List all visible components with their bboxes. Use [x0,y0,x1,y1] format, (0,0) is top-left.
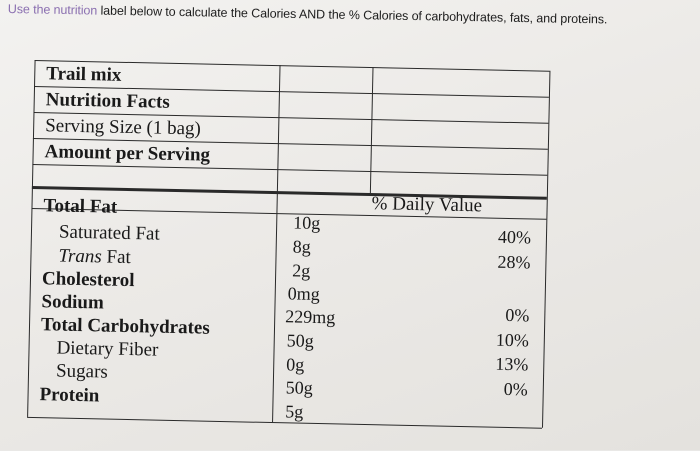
daily-value: 13% [495,353,529,375]
nutrient-name-suffix: Fat [101,246,132,269]
nutrient-name: Sodium [41,291,105,314]
instruction-text: Use the nutrition label below to calcula… [7,2,697,44]
nutrient-amount: 50g [285,377,313,398]
daily-value: 0% [503,378,529,400]
nutrient-name: Protein [39,384,100,407]
nutrient-amount: 8g [292,236,311,257]
serving-size: Serving Size (1 bag) [44,115,202,140]
nutrient-name: Cholesterol [41,268,135,292]
table-border-right [541,70,551,428]
table-border-left [27,59,36,417]
daily-value-header: % Daily Value [371,193,483,217]
instruction-faded-start: Use the nutrition [7,2,98,18]
column-divider [369,67,374,194]
nutrient-amount: 50g [286,330,314,351]
nutrient-name: Total Carbohydrates [40,314,210,339]
nutrient-name: Total Fat [43,195,118,218]
nutrient-amount: 5g [285,401,304,422]
daily-value: 0% [505,304,530,326]
amount-per-serving-header: Amount per Serving [44,141,211,166]
row-divider [32,163,548,177]
daily-value: 10% [495,329,530,351]
instruction-body: label below to calculate the Calories AN… [97,3,608,27]
nutrient-name: Sugars [55,360,109,383]
nutrient-name: Trans Fat [58,246,131,270]
nutrient-amount: 0mg [287,283,320,305]
nutrient-name: Saturated Fat [58,221,160,245]
column-divider [272,65,281,423]
daily-value: 40% [497,226,532,248]
nutrient-amount: 229mg [285,306,336,328]
nutrient-name: Dietary Fiber [56,337,159,361]
nutrient-name-italic: Trans [58,245,103,268]
daily-value: 28% [497,251,531,273]
product-name: Trail mix [46,63,122,86]
nutrition-label-table: Trail mix Nutrition Facts Serving Size (… [27,40,555,451]
nutrition-facts-heading: Nutrition Facts [45,89,170,113]
nutrient-amount: 2g [292,260,311,281]
nutrient-amount: 0g [286,354,305,375]
nutrient-amount: 10g [293,212,321,234]
